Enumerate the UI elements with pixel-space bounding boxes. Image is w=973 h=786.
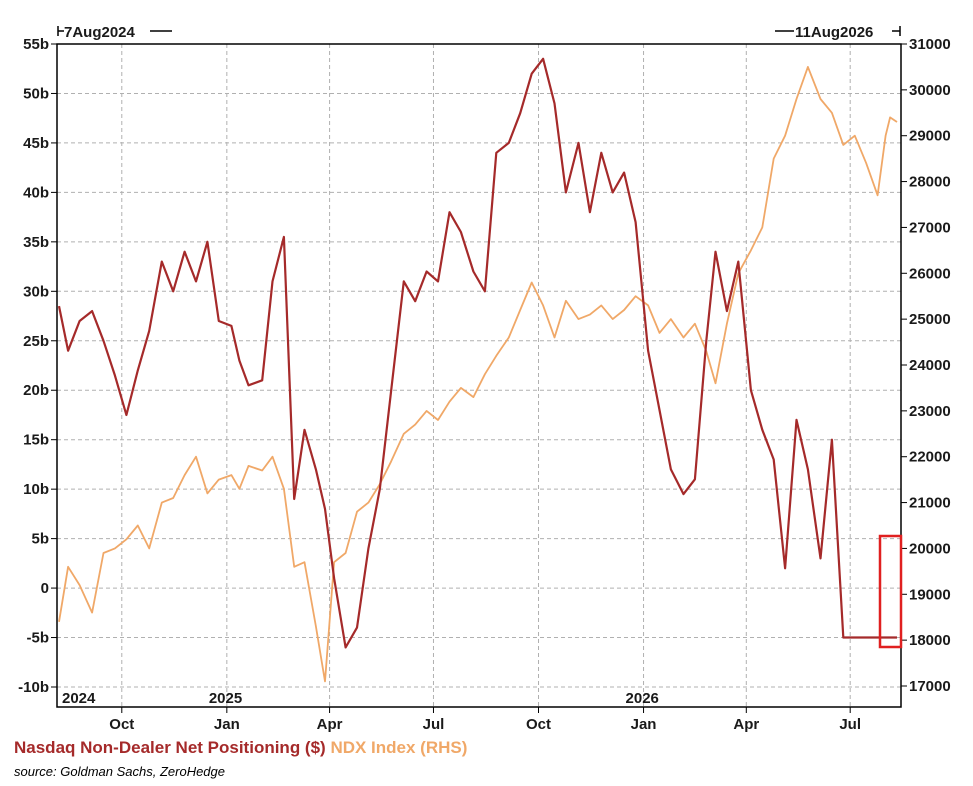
axes-layer: 55b 50b 45b 40b 35b 30b 25b 20b 15b 10b 5b 0 -5b -10b… — [18, 26, 951, 733]
left-tick-label: 35b — [23, 234, 49, 251]
right-tick-label: 31000 — [909, 36, 951, 53]
end-date-label: 11Aug2026 — [795, 24, 873, 41]
right-tick-label: 25000 — [909, 311, 951, 328]
right-tick-label: 19000 — [909, 586, 951, 603]
left-tick-label: 50b — [23, 85, 49, 102]
left-tick-label: 45b — [23, 135, 49, 152]
right-tick-label: 20000 — [909, 540, 951, 557]
x-month-label: Jul — [423, 716, 445, 733]
x-year-label: 2025 — [209, 690, 242, 707]
header-layer: 7Aug2024 11Aug2026 — [64, 24, 873, 41]
x-month-label: Jan — [214, 716, 240, 733]
x-month-label: Jan — [631, 716, 657, 733]
legend-series-2: NDX Index (RHS) — [330, 738, 468, 757]
left-tick-label: 15b — [23, 432, 49, 449]
right-tick-label: 26000 — [909, 265, 951, 282]
left-tick-label: 30b — [23, 283, 49, 300]
right-tick-label: 27000 — [909, 219, 951, 236]
series-layer — [57, 57, 898, 683]
x-month-label: Oct — [109, 716, 134, 733]
x-month-label: Jul — [839, 716, 861, 733]
right-tick-label: 24000 — [909, 357, 951, 374]
left-tick-label: 25b — [23, 333, 49, 350]
left-tick-label: 55b — [23, 36, 49, 53]
plot-frame — [56, 43, 902, 708]
right-tick-label: 29000 — [909, 128, 951, 145]
source-note: source: Goldman Sachs, ZeroHedge — [14, 764, 225, 779]
x-month-label: Apr — [733, 716, 759, 733]
x-year-label: 2024 — [62, 690, 96, 707]
right-tick-label: 18000 — [909, 632, 951, 649]
left-tick-label: 5b — [31, 531, 49, 548]
legend: Nasdaq Non-Dealer Net Positioning ($) ND… — [14, 738, 467, 758]
ndx-line — [58, 66, 898, 683]
right-tick-label: 21000 — [909, 495, 951, 512]
legend-series-1: Nasdaq Non-Dealer Net Positioning ($) — [14, 738, 326, 757]
left-tick-label: 20b — [23, 382, 49, 399]
right-tick-label: 28000 — [909, 174, 951, 191]
right-tick-label: 22000 — [909, 449, 951, 466]
x-month-label: Apr — [317, 716, 343, 733]
left-tick-label: -5b — [27, 630, 50, 647]
right-tick-label: 23000 — [909, 403, 951, 420]
left-tick-label: 10b — [23, 481, 49, 498]
right-tick-label: 30000 — [909, 82, 951, 99]
x-year-label: 2026 — [626, 690, 659, 707]
x-month-label: Oct — [526, 716, 551, 733]
grid-layer — [57, 43, 901, 707]
positioning-line — [57, 57, 897, 649]
start-date-label: 7Aug2024 — [64, 24, 136, 41]
left-tick-label: 40b — [23, 184, 49, 201]
highlight-box — [878, 534, 903, 649]
left-tick-label: 0 — [41, 580, 49, 597]
right-tick-label: 17000 — [909, 678, 951, 695]
left-tick-label: -10b — [18, 679, 49, 696]
